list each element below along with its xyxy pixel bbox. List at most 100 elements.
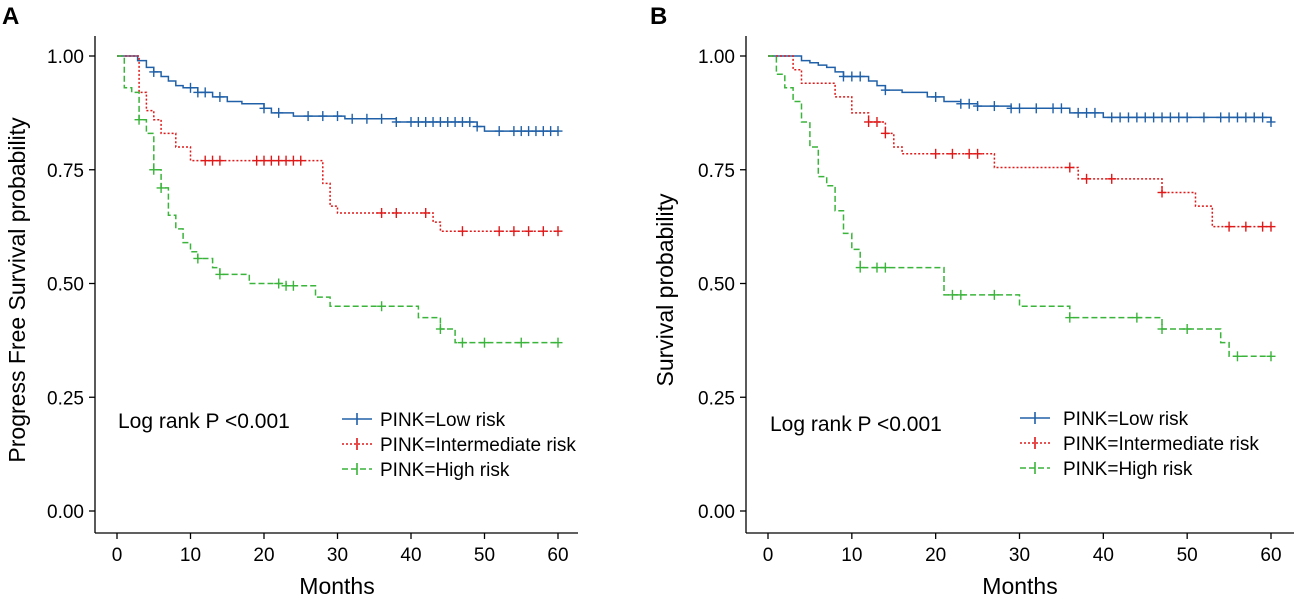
censor-mark-intermediate-risk — [1082, 173, 1092, 184]
legend-item-low-risk: PINK=Low risk — [342, 410, 506, 431]
censor-mark-intermediate-risk — [964, 148, 974, 159]
y-tick-label: 0.00 — [698, 502, 735, 523]
censor-mark-low-risk — [347, 113, 357, 124]
km-curve-high-risk — [117, 55, 558, 344]
survival-curves — [768, 55, 1276, 362]
censor-mark-low-risk — [931, 91, 941, 102]
y-tick-label: 0.00 — [47, 502, 84, 523]
panel-a: A 0.00 0.25 0.50 0.75 1.00 0 10 20 30 40 50 60 Prog… — [2, 3, 578, 599]
censor-mark-high-risk — [516, 337, 526, 348]
censor-mark-high-risk — [947, 289, 957, 300]
x-tick-label: 20 — [253, 545, 274, 566]
censor-mark-intermediate-risk — [524, 226, 534, 237]
censor-mark-low-risk — [215, 91, 225, 102]
censor-mark-intermediate-risk — [457, 226, 467, 237]
censor-mark-high-risk — [457, 337, 467, 348]
legend-label-intermediate-risk: PINK=Intermediate risk — [1063, 434, 1259, 455]
log-rank-annotation: Log rank P <0.001 — [770, 413, 942, 436]
x-tick-label: 30 — [327, 545, 348, 566]
censor-mark-intermediate-risk — [1258, 221, 1268, 232]
censor-mark-high-risk — [274, 278, 284, 289]
x-tick-label: 10 — [841, 545, 862, 566]
censor-mark-high-risk — [377, 301, 387, 312]
censor-mark-intermediate-risk — [1107, 173, 1117, 184]
censor-mark-intermediate-risk — [391, 207, 401, 218]
censor-mark-low-risk — [956, 98, 966, 109]
censor-mark-low-risk — [274, 107, 284, 118]
censor-mark-low-risk — [880, 85, 890, 96]
censor-mark-high-risk — [156, 182, 166, 193]
censor-mark-high-risk — [855, 262, 865, 273]
legend-label-high-risk: PINK=High risk — [1063, 459, 1193, 480]
censor-mark-intermediate-risk — [880, 128, 890, 139]
censor-mark-low-risk — [1090, 107, 1100, 118]
panel-b: B 0.00 0.25 0.50 0.75 1.00 0 10 20 30 40 50 60 Surv… — [650, 3, 1294, 599]
censor-mark-intermediate-risk — [947, 148, 957, 159]
censor-mark-low-risk — [1140, 112, 1150, 123]
x-tick-label: 50 — [474, 545, 495, 566]
y-tick-label: 0.50 — [698, 275, 735, 296]
censor-mark-low-risk — [1182, 112, 1192, 123]
censor-mark-high-risk — [480, 337, 489, 348]
x-tick-label: 40 — [400, 545, 421, 566]
legend-item-intermediate-risk: PINK=Intermediate risk — [1020, 434, 1259, 455]
censor-mark-low-risk — [1107, 112, 1117, 123]
censor-mark-intermediate-risk — [538, 226, 548, 237]
censor-mark-low-risk — [1056, 103, 1066, 114]
censor-mark-low-risk — [333, 111, 342, 122]
panel-letter-b: B — [650, 3, 667, 30]
censor-mark-intermediate-risk — [1065, 162, 1075, 173]
censor-mark-high-risk — [435, 324, 445, 334]
y-axis-title: Survival probability — [652, 193, 678, 387]
x-tick-label: 60 — [547, 545, 568, 566]
censor-mark-high-risk — [134, 114, 144, 125]
y-tick-label: 1.00 — [47, 47, 84, 68]
legend-item-high-risk: PINK=High risk — [1020, 459, 1193, 480]
censor-mark-intermediate-risk — [494, 226, 504, 237]
censor-mark-high-risk — [1065, 312, 1075, 323]
censor-mark-intermediate-risk — [296, 155, 306, 166]
y-tick-label: 1.00 — [698, 47, 735, 68]
x-tick-label: 10 — [180, 545, 201, 566]
censor-mark-low-risk — [1031, 103, 1041, 114]
y-tick-label: 0.75 — [47, 161, 84, 182]
censor-mark-low-risk — [200, 87, 210, 98]
censor-mark-high-risk — [989, 289, 999, 300]
censor-mark-low-risk — [1241, 112, 1251, 123]
censor-mark-intermediate-risk — [509, 226, 519, 237]
x-axis-title: Months — [299, 573, 374, 599]
censor-mark-intermediate-risk — [215, 155, 225, 166]
censor-mark-low-risk — [318, 111, 328, 122]
legend: PINK=Low risk PINK=Intermediate risk PIN… — [342, 410, 576, 481]
censor-mark-intermediate-risk — [872, 116, 882, 127]
censor-mark-low-risk — [1249, 112, 1259, 123]
censor-mark-low-risk — [1015, 103, 1024, 114]
legend-item-low-risk: PINK=Low risk — [1020, 409, 1189, 430]
censor-mark-low-risk — [186, 82, 195, 93]
legend-label-low-risk: PINK=Low risk — [380, 410, 506, 431]
censor-mark-intermediate-risk — [377, 207, 387, 218]
axis-ticks: 0.00 0.25 0.50 0.75 1.00 0 10 20 30 40 50 60 — [47, 47, 569, 566]
x-tick-label: 20 — [925, 545, 946, 566]
censor-mark-low-risk — [838, 71, 848, 82]
censor-mark-low-risk — [1266, 116, 1276, 127]
censor-mark-low-risk — [553, 126, 563, 137]
censor-mark-low-risk — [1149, 112, 1159, 123]
censor-mark-high-risk — [1157, 324, 1167, 334]
censor-mark-low-risk — [149, 66, 159, 77]
km-curve-high-risk — [768, 55, 1271, 358]
censor-mark-low-risk — [1048, 103, 1058, 114]
censor-mark-low-risk — [1174, 112, 1184, 123]
censor-mark-intermediate-risk — [973, 148, 983, 159]
censor-mark-low-risk — [465, 116, 475, 127]
censor-mark-low-risk — [989, 101, 999, 112]
y-tick-label: 0.25 — [698, 388, 735, 409]
censor-mark-low-risk — [973, 101, 983, 112]
x-tick-label: 30 — [1009, 545, 1030, 566]
x-tick-label: 50 — [1177, 545, 1198, 566]
censor-mark-intermediate-risk — [1241, 221, 1251, 232]
km-curve-intermediate-risk — [117, 55, 558, 232]
censor-mark-low-risk — [855, 71, 865, 82]
censor-mark-intermediate-risk — [553, 226, 563, 237]
x-tick-label: 0 — [112, 545, 123, 566]
